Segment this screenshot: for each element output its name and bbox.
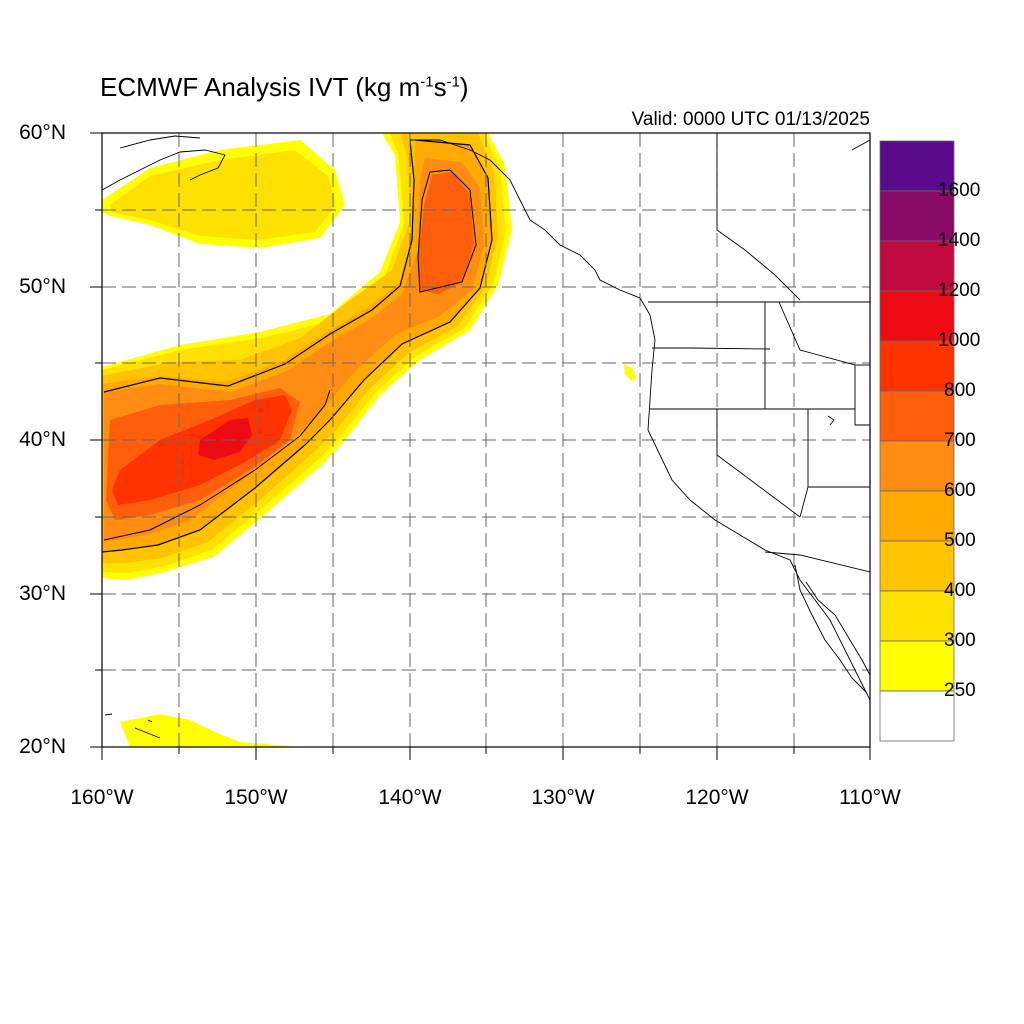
colorbar-box [879, 240, 955, 292]
colorbar-label: 1600 [938, 180, 981, 201]
ivt-contour-500 [417, 169, 477, 293]
axis-ticks [90, 132, 871, 760]
lat-label-30: 30°N [19, 582, 66, 605]
lat-label-40: 40°N [19, 428, 66, 451]
lat-label-50: 50°N [19, 275, 66, 298]
colorbar-label: 250 [944, 680, 976, 701]
hawaii-islands [104, 713, 161, 739]
colorbar-label: 300 [944, 630, 976, 651]
colorbar-label: 400 [944, 580, 976, 601]
colorbar-box [879, 390, 955, 442]
alaska-coast [102, 149, 226, 191]
ivt-contour-500-south [103, 389, 331, 541]
ivt-fill-250-tropic [120, 714, 290, 747]
colorbar-box [879, 190, 955, 242]
colorbar-box [879, 690, 955, 742]
colorbar-label: 1400 [938, 230, 981, 251]
lon-label-140w: 140°W [378, 786, 442, 809]
canada-coast [410, 139, 651, 316]
colorbar-label: 1200 [938, 280, 981, 301]
colorbar-label: 700 [944, 430, 976, 451]
state-border-mexico [764, 551, 870, 573]
ivt-contour-250 [102, 139, 493, 553]
lon-label-150w: 150°W [224, 786, 288, 809]
grid-lines [102, 133, 870, 747]
colorbar-label: 1000 [938, 330, 981, 351]
colorbar-box [879, 490, 955, 542]
colorbar-label: 500 [944, 530, 976, 551]
state-border-or-wa [652, 347, 771, 350]
lon-label-120w: 120°W [685, 786, 749, 809]
lon-label-130w: 130°W [531, 786, 595, 809]
colorbar-label: 600 [944, 480, 976, 501]
us-west-coast [647, 314, 870, 701]
valid-time-label: Valid: 0000 UTC 01/13/2025 [631, 109, 870, 130]
ivt-shading [102, 133, 637, 747]
state-border-ut-az [807, 409, 870, 488]
alaska-peninsula [119, 135, 201, 149]
colorbar-box [879, 540, 955, 592]
colorbar-box [879, 640, 955, 692]
lon-label-160w: 160°W [70, 786, 134, 809]
salton-lake [827, 415, 835, 426]
colorbar-box [879, 140, 955, 192]
colorbar-label: 800 [944, 380, 976, 401]
ivt-fill-250-blob [624, 364, 637, 381]
colorbar-box [879, 590, 955, 642]
canada-interior [716, 133, 801, 301]
ivt-fill-700-north [418, 172, 474, 294]
lon-label-110w: 110°W [839, 786, 901, 809]
baja-coast [794, 564, 867, 693]
colorbar [879, 140, 955, 742]
lat-label-60: 60°N [19, 121, 66, 144]
ivt-fill-1000 [198, 418, 252, 460]
coastlines [102, 133, 870, 739]
state-border-nv-az [799, 486, 809, 518]
hudson-coast [851, 139, 870, 151]
state-border-nv [716, 409, 801, 518]
map-title: ECMWF Analysis IVT (kg m-1s-1) [100, 72, 469, 102]
lat-label-20: 20°N [19, 735, 66, 758]
ivt-fill-300-gulf [110, 150, 336, 240]
gulf-california [805, 581, 870, 676]
colorbar-box [879, 440, 955, 492]
colorbar-box [879, 340, 955, 392]
